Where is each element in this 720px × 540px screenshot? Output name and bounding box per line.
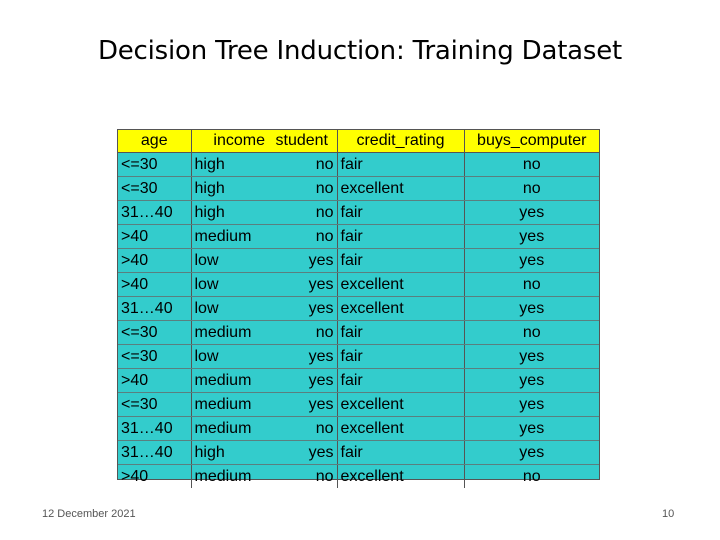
- cell-student: no: [267, 200, 338, 225]
- cell-age: 31…40: [118, 440, 192, 465]
- cell-age: <=30: [118, 152, 192, 177]
- cell-student: yes: [267, 392, 338, 417]
- cell-student: no: [267, 176, 338, 201]
- footer-date: 12 December 2021: [42, 508, 136, 520]
- cell-age: >40: [118, 464, 192, 488]
- cell-income: low: [191, 296, 267, 321]
- cell-buys-computer: yes: [464, 440, 599, 465]
- cell-age: >40: [118, 248, 192, 273]
- cell-age: >40: [118, 224, 192, 249]
- training-dataset-table-container: age income student credit_rating buys_co…: [117, 129, 600, 488]
- header-income: income: [191, 130, 267, 153]
- cell-student: yes: [267, 272, 338, 297]
- cell-student: no: [267, 224, 338, 249]
- cell-age: <=30: [118, 176, 192, 201]
- cell-income: medium: [191, 320, 267, 345]
- table-header-row: age income student credit_rating buys_co…: [118, 130, 599, 153]
- cell-income: low: [191, 272, 267, 297]
- cell-student: yes: [267, 368, 338, 393]
- cell-income: high: [191, 440, 267, 465]
- cell-buys-computer: yes: [464, 200, 599, 225]
- cell-credit-rating: excellent: [337, 416, 465, 441]
- table-row: >40 medium yes fair yes: [118, 368, 599, 393]
- cell-buys-computer: no: [464, 272, 599, 297]
- cell-income: medium: [191, 224, 267, 249]
- cell-income: medium: [191, 392, 267, 417]
- cell-buys-computer: yes: [464, 248, 599, 273]
- cell-credit-rating: excellent: [337, 392, 465, 417]
- cell-credit-rating: excellent: [337, 296, 465, 321]
- cell-credit-rating: excellent: [337, 464, 465, 488]
- cell-credit-rating: fair: [337, 224, 465, 249]
- cell-buys-computer: yes: [464, 416, 599, 441]
- table-row: 31…40 high no fair yes: [118, 200, 599, 225]
- cell-income: low: [191, 344, 267, 369]
- cell-income: high: [191, 176, 267, 201]
- cell-age: 31…40: [118, 296, 192, 321]
- cell-buys-computer: no: [464, 176, 599, 201]
- cell-buys-computer: yes: [464, 344, 599, 369]
- cell-income: low: [191, 248, 267, 273]
- header-age: age: [118, 130, 192, 153]
- cell-credit-rating: fair: [337, 200, 465, 225]
- table-row: <=30 high no fair no: [118, 152, 599, 177]
- footer-page-number: 10: [662, 508, 675, 520]
- cell-credit-rating: fair: [337, 368, 465, 393]
- table-row: 31…40 low yes excellent yes: [118, 296, 599, 321]
- header-buys-computer: buys_computer: [464, 130, 599, 153]
- cell-credit-rating: fair: [337, 440, 465, 465]
- cell-age: <=30: [118, 392, 192, 417]
- cell-buys-computer: yes: [464, 224, 599, 249]
- table-body: <=30 high no fair no <=30 high no excellent no 31……: [118, 152, 599, 488]
- cell-income: medium: [191, 368, 267, 393]
- cell-age: 31…40: [118, 200, 192, 225]
- table-row: <=30 high no excellent no: [118, 176, 599, 201]
- cell-buys-computer: yes: [464, 392, 599, 417]
- cell-student: no: [267, 152, 338, 177]
- cell-age: <=30: [118, 344, 192, 369]
- cell-credit-rating: fair: [337, 248, 465, 273]
- table-row: >40 medium no excellent no: [118, 464, 599, 488]
- table-row: <=30 medium no fair no: [118, 320, 599, 345]
- cell-credit-rating: fair: [337, 320, 465, 345]
- table-row: <=30 low yes fair yes: [118, 344, 599, 369]
- cell-age: 31…40: [118, 416, 192, 441]
- cell-age: <=30: [118, 320, 192, 345]
- cell-student: yes: [267, 248, 338, 273]
- cell-credit-rating: fair: [337, 344, 465, 369]
- cell-student: no: [267, 320, 338, 345]
- header-credit-rating: credit_rating: [337, 130, 465, 153]
- training-dataset-table: age income student credit_rating buys_co…: [118, 130, 599, 488]
- cell-buys-computer: yes: [464, 296, 599, 321]
- table-row: 31…40 high yes fair yes: [118, 440, 599, 465]
- header-student: student: [267, 130, 338, 153]
- cell-credit-rating: excellent: [337, 272, 465, 297]
- cell-income: high: [191, 152, 267, 177]
- cell-student: yes: [267, 440, 338, 465]
- table-row: 31…40 medium no excellent yes: [118, 416, 599, 441]
- cell-credit-rating: fair: [337, 152, 465, 177]
- slide-title: Decision Tree Induction: Training Datase…: [97, 36, 623, 66]
- cell-buys-computer: yes: [464, 368, 599, 393]
- table-row: >40 low yes excellent no: [118, 272, 599, 297]
- cell-age: >40: [118, 368, 192, 393]
- cell-credit-rating: excellent: [337, 176, 465, 201]
- cell-student: no: [267, 464, 338, 488]
- cell-age: >40: [118, 272, 192, 297]
- cell-buys-computer: no: [522, 467, 541, 485]
- cell-buys-computer: no: [464, 320, 599, 345]
- cell-income: medium: [191, 416, 267, 441]
- cell-student: no: [267, 416, 338, 441]
- table-row: >40 low yes fair yes: [118, 248, 599, 273]
- cell-buys-computer: no: [464, 152, 599, 177]
- cell-income: high: [191, 200, 267, 225]
- cell-student: yes: [267, 296, 338, 321]
- table-row: <=30 medium yes excellent yes: [118, 392, 599, 417]
- table-row: >40 medium no fair yes: [118, 224, 599, 249]
- cell-student: yes: [267, 344, 338, 369]
- cell-income: medium: [194, 467, 252, 485]
